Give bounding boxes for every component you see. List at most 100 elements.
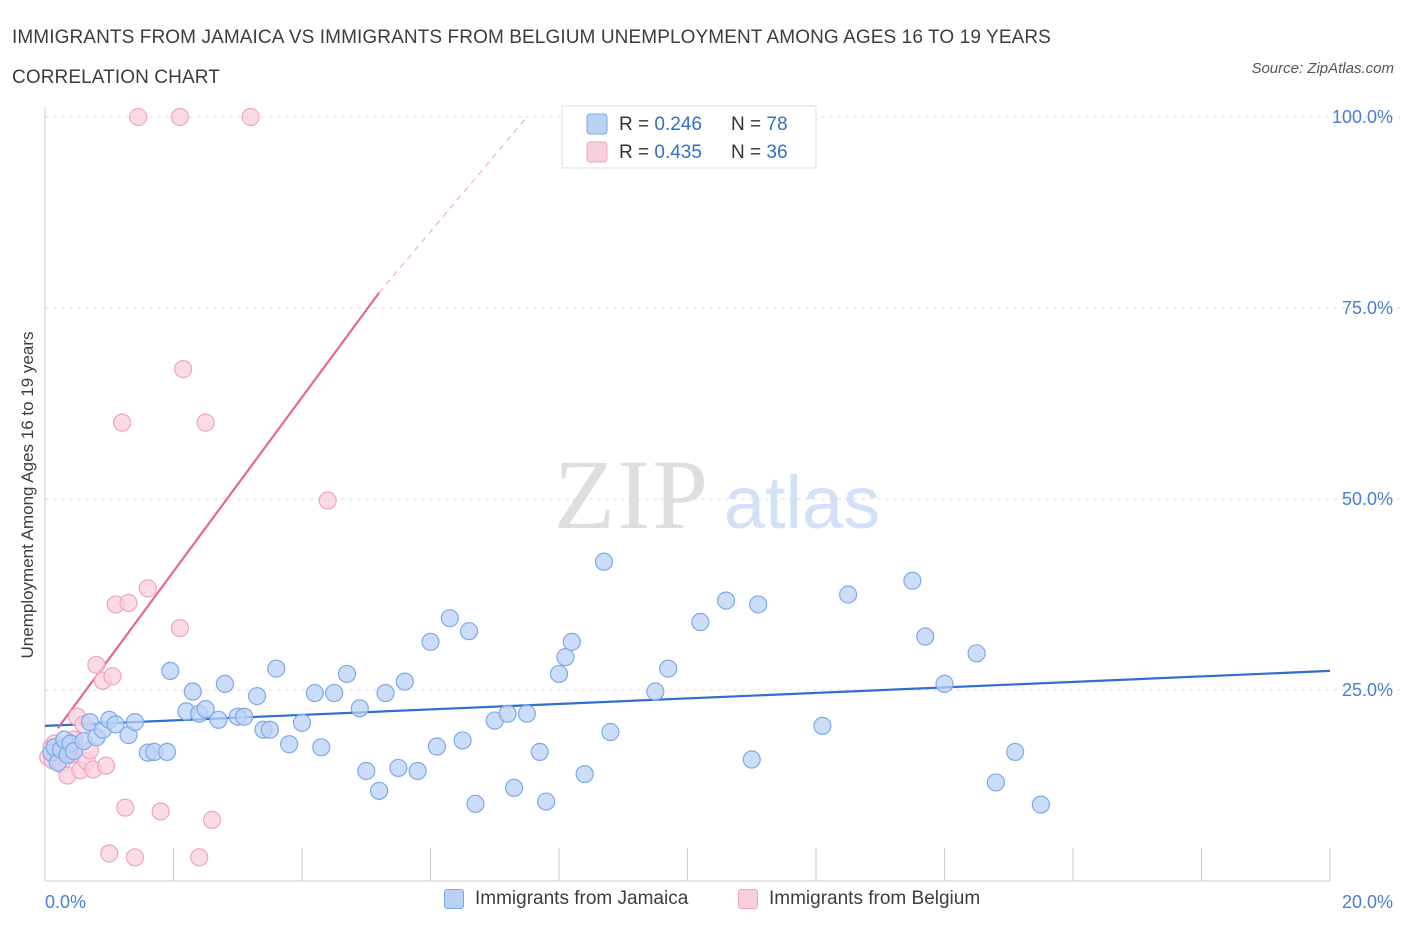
point-jamaica	[209, 710, 228, 729]
legend-label-belgium: Immigrants from Belgium	[769, 888, 981, 909]
point-jamaica	[453, 731, 472, 750]
point-jamaica	[716, 591, 736, 610]
point-belgium	[138, 579, 157, 598]
point-belgium	[87, 655, 106, 674]
point-jamaica	[742, 750, 761, 769]
point-jamaica	[215, 674, 234, 693]
y-axis-label: Unemployment Among Ages 16 to 19 years	[18, 332, 37, 659]
x-tick-label: 20.0%	[1342, 892, 1393, 912]
point-jamaica	[106, 715, 125, 734]
point-jamaica	[749, 595, 768, 614]
svg-text:N = 78: N = 78	[731, 114, 788, 135]
point-jamaica	[183, 682, 202, 701]
y-tick-label: 50.0%	[1342, 489, 1393, 509]
point-jamaica	[594, 552, 614, 571]
watermark: ZIP atlas	[554, 439, 880, 550]
point-belgium	[119, 593, 138, 613]
point-belgium	[174, 360, 193, 379]
point-jamaica	[370, 781, 389, 800]
point-belgium	[190, 848, 209, 867]
point-jamaica	[421, 632, 440, 651]
point-jamaica	[408, 761, 427, 781]
point-belgium	[196, 413, 215, 432]
legend-r-value-belgium: 0.435	[654, 142, 702, 163]
point-jamaica	[575, 764, 594, 784]
point-jamaica	[504, 778, 524, 797]
point-jamaica	[312, 738, 331, 757]
point-belgium	[241, 107, 260, 127]
grid-lines	[45, 116, 1400, 691]
point-jamaica	[337, 664, 357, 684]
point-belgium	[318, 491, 337, 510]
point-jamaica	[986, 773, 1006, 792]
legend-swatch-jamaica	[586, 113, 608, 135]
point-jamaica	[530, 742, 549, 761]
point-jamaica	[292, 713, 312, 732]
point-jamaica	[839, 585, 858, 604]
legend-label-jamaica: Immigrants from Jamaica	[475, 888, 689, 909]
point-jamaica	[967, 644, 986, 663]
legend-r-value-jamaica: 0.246	[654, 114, 702, 135]
chart-source: Source: ZipAtlas.com	[1251, 60, 1394, 77]
point-jamaica	[935, 674, 954, 693]
trend-line-extension-belgium	[378, 116, 528, 294]
point-jamaica	[161, 661, 180, 681]
point-belgium	[151, 802, 170, 821]
point-belgium	[202, 810, 222, 829]
point-jamaica	[517, 704, 536, 723]
point-jamaica	[601, 722, 620, 742]
point-jamaica	[280, 735, 299, 754]
point-jamaica	[498, 704, 517, 723]
legend-correlation-box: R = 0.246 N = 78 R = 0.435 N = 36	[561, 105, 817, 169]
point-jamaica	[157, 742, 177, 761]
trend-lines	[44, 116, 1331, 729]
point-jamaica	[1031, 795, 1050, 814]
point-jamaica	[247, 687, 267, 706]
watermark-zip: ZIP	[554, 439, 710, 550]
trend-line-belgium	[56, 292, 380, 729]
point-jamaica	[357, 761, 376, 781]
point-jamaica	[376, 683, 395, 703]
point-jamaica	[267, 659, 286, 678]
point-jamaica	[395, 672, 414, 691]
point-jamaica	[813, 716, 832, 736]
point-jamaica	[556, 648, 575, 667]
point-jamaica	[562, 632, 581, 651]
point-jamaica	[260, 720, 279, 739]
legend-swatch-belgium	[586, 141, 608, 163]
y-tick-label: 75.0%	[1342, 298, 1393, 318]
tick-labels: 25.0% 50.0% 75.0% 100.0% 0.0% 20.0%	[45, 107, 1393, 912]
point-jamaica	[427, 737, 447, 756]
point-belgium	[112, 413, 132, 432]
point-belgium	[100, 844, 119, 863]
legend-r-label: R =	[619, 114, 654, 135]
legend-r-label: R =	[619, 142, 654, 163]
point-jamaica	[659, 659, 678, 678]
legend-n-label: N =	[731, 114, 766, 135]
point-jamaica	[646, 682, 665, 701]
point-jamaica	[549, 664, 569, 684]
legend-item-jamaica[interactable]: Immigrants from Jamaica	[444, 888, 688, 910]
point-jamaica	[325, 683, 344, 703]
chart-title: IMMIGRANTS FROM JAMAICA VS IMMIGRANTS FR…	[12, 27, 1051, 88]
legend-swatch-belgium	[738, 889, 758, 909]
legend-item-belgium[interactable]: Immigrants from Belgium	[738, 888, 980, 910]
point-belgium	[96, 756, 116, 775]
point-jamaica	[1006, 742, 1025, 761]
y-tick-label: 100.0%	[1332, 107, 1393, 127]
point-jamaica	[537, 792, 556, 811]
legend-n-value-belgium: 36	[766, 142, 787, 163]
point-belgium	[116, 798, 135, 817]
point-jamaica	[235, 707, 254, 726]
svg-text:R = 0.435: R = 0.435	[619, 142, 702, 163]
point-jamaica	[916, 627, 935, 646]
watermark-atlas: atlas	[724, 461, 880, 544]
point-jamaica	[305, 683, 324, 703]
point-jamaica	[196, 699, 215, 719]
svg-text:R = 0.246: R = 0.246	[619, 114, 702, 135]
point-jamaica	[466, 794, 485, 813]
point-belgium	[129, 107, 148, 127]
series-jamaica-points	[42, 552, 1050, 814]
point-jamaica	[903, 571, 922, 590]
